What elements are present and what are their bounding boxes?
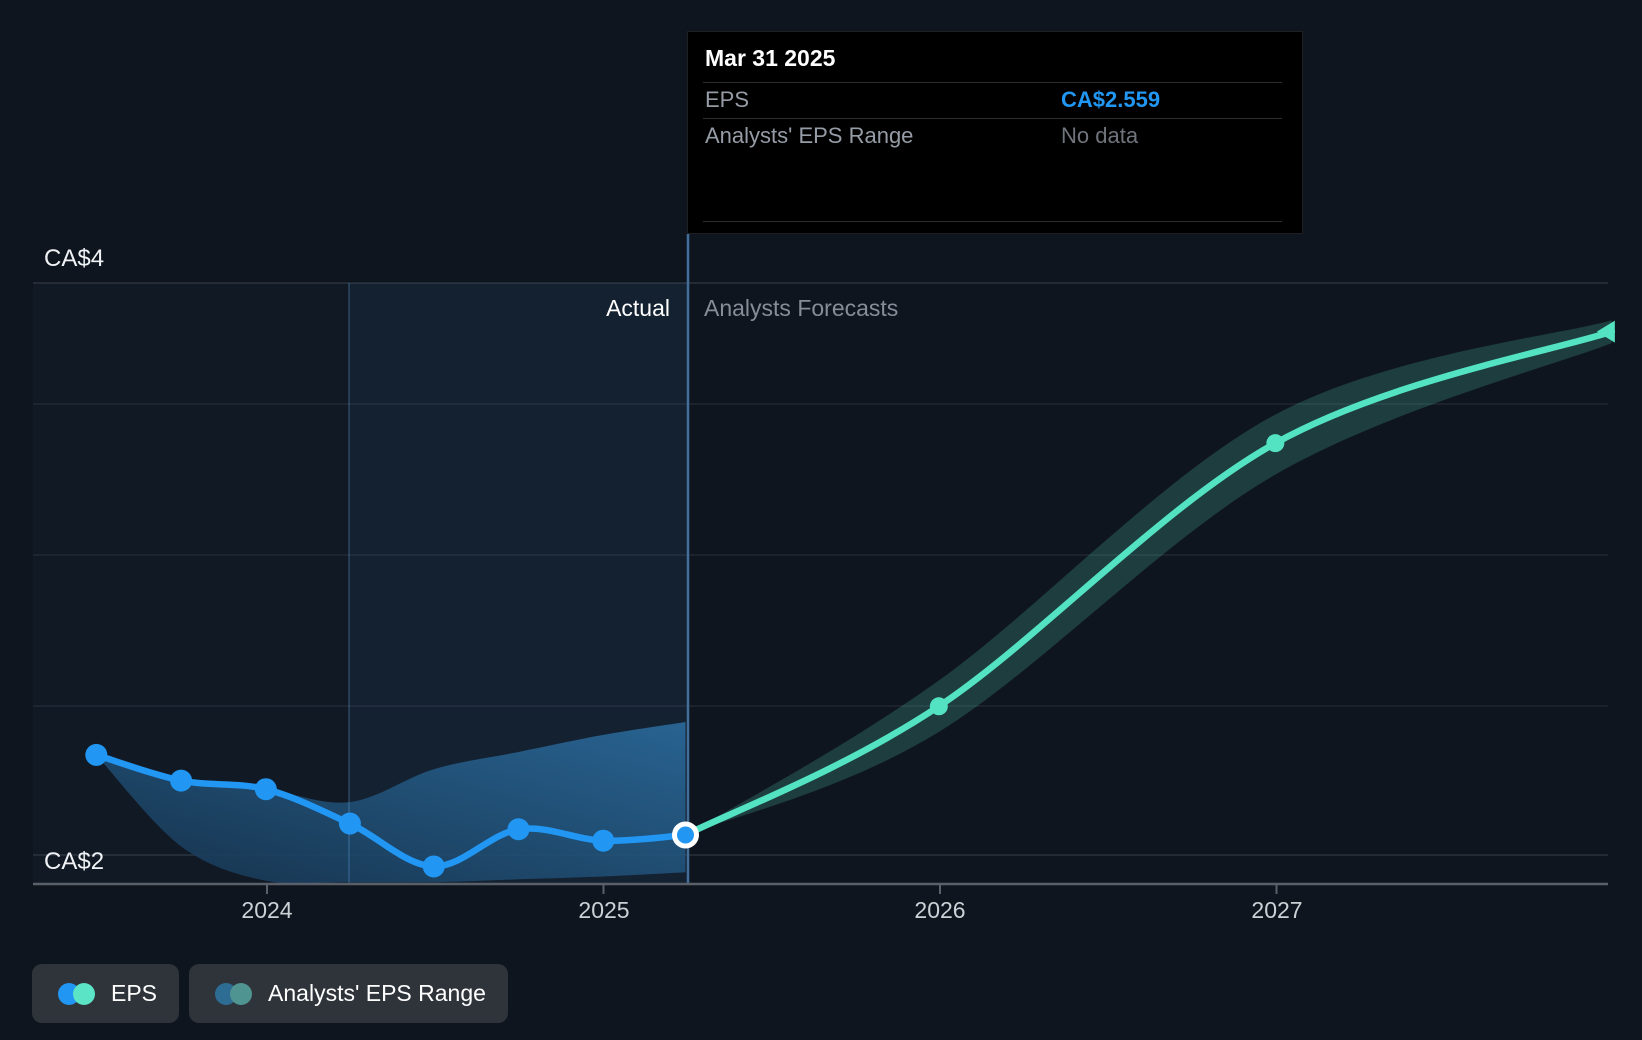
x-axis-label-2027: 2027	[1251, 897, 1303, 923]
tooltip-range-value: No data	[1061, 123, 1139, 148]
tooltip-eps-label: EPS	[705, 87, 750, 112]
chart-legend: EPS Analysts' EPS Range	[32, 964, 508, 1023]
eps-actual-point[interactable]	[422, 855, 445, 878]
chart-tooltip: Mar 31 2025 EPS CA$2.559 Analysts' EPS R…	[687, 31, 1303, 234]
tooltip-eps-row: EPS CA$2.559	[705, 82, 1282, 118]
tooltip-eps-value: CA$2.559	[1061, 87, 1161, 112]
eps-actual-point[interactable]	[592, 829, 615, 852]
eps-actual-point[interactable]	[338, 812, 361, 835]
tooltip-date: Mar 31 2025	[705, 45, 836, 71]
tooltip-range-label: Analysts' EPS Range	[705, 123, 914, 148]
range-series-dots-icon	[215, 982, 253, 1005]
legend-item-label: Analysts' EPS Range	[268, 980, 486, 1006]
y-axis-label-top: CA$4	[44, 245, 105, 272]
eps-forecast-point[interactable]	[1266, 434, 1285, 453]
legend-item-eps[interactable]: EPS	[32, 964, 180, 1023]
legend-item-analysts-eps-range[interactable]: Analysts' EPS Range	[189, 964, 508, 1023]
x-axis-label-2024: 2024	[241, 897, 293, 923]
eps-actual-point[interactable]	[170, 769, 193, 792]
tooltip-divider	[703, 82, 1282, 83]
actual-range-area	[96, 722, 686, 884]
legend-item-label: EPS	[111, 980, 158, 1006]
eps-actual-point[interactable]	[507, 818, 530, 841]
actual-zone-label: Actual	[606, 295, 670, 321]
forecast-zone-label: Analysts Forecasts	[704, 295, 899, 321]
eps-actual-point[interactable]	[85, 743, 108, 766]
eps-forecast-point[interactable]	[929, 697, 948, 716]
forecast-arrow-icon	[1596, 320, 1615, 343]
eps-series-dots-icon	[58, 982, 95, 1005]
eps-actual-point[interactable]	[254, 778, 277, 801]
tooltip-divider	[703, 118, 1282, 119]
x-axis-label-2025: 2025	[578, 897, 630, 923]
tooltip-range-row: Analysts' EPS Range No data	[705, 118, 1282, 154]
tooltip-divider	[703, 221, 1282, 222]
x-axis-label-2026: 2026	[914, 897, 966, 923]
eps-current-point[interactable]	[676, 826, 694, 844]
forecast-range-band	[685, 320, 1612, 835]
y-axis-label-bottom: CA$2	[44, 848, 105, 875]
eps-forecast-line[interactable]	[682, 328, 1616, 839]
